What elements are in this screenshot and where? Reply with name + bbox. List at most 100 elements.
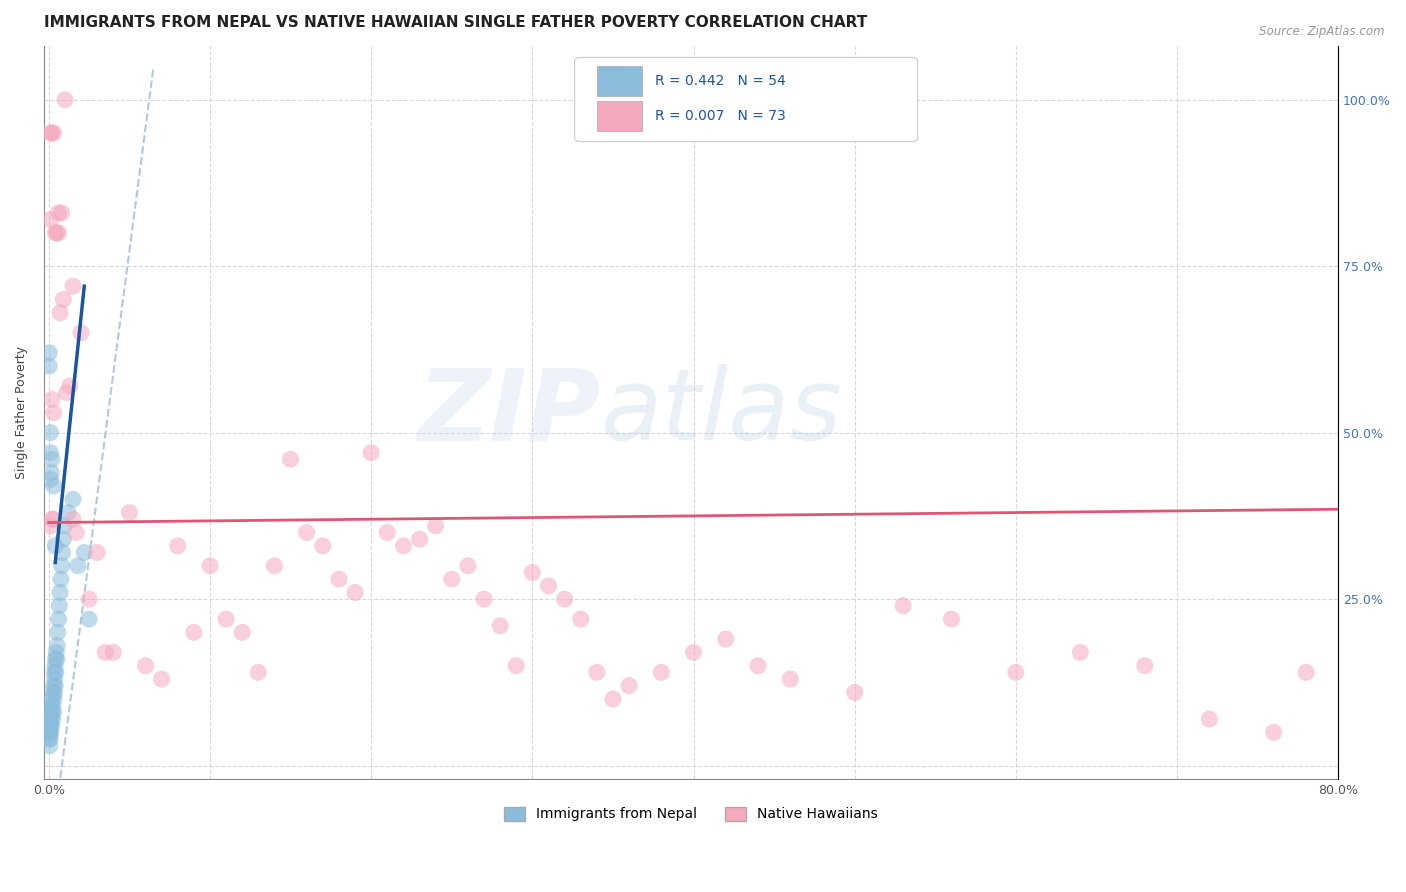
Point: [489, 619, 512, 633]
Point: [375, 525, 398, 540]
Point: [408, 532, 430, 546]
Point: [38, 725, 60, 739]
Point: [55, 385, 77, 400]
Point: [62, 279, 84, 293]
Point: [48, 226, 70, 240]
Point: [472, 592, 495, 607]
Point: [747, 658, 769, 673]
Point: [360, 445, 382, 459]
Point: [45, 652, 67, 666]
Point: [440, 572, 463, 586]
Point: [1133, 658, 1156, 673]
Point: [41, 512, 63, 526]
Point: [44, 665, 66, 680]
Point: [44, 658, 66, 673]
Point: [1005, 665, 1028, 680]
FancyBboxPatch shape: [596, 66, 643, 95]
Text: R = 0.442   N = 54: R = 0.442 N = 54: [655, 74, 786, 88]
Point: [51, 545, 73, 559]
Point: [312, 539, 335, 553]
Point: [344, 585, 367, 599]
Point: [1295, 665, 1317, 680]
Point: [65, 525, 87, 540]
Point: [118, 506, 141, 520]
Point: [38, 712, 60, 726]
Point: [86, 545, 108, 559]
Point: [39, 466, 62, 480]
Text: IMMIGRANTS FROM NEPAL VS NATIVE HAWAIIAN SINGLE FATHER POVERTY CORRELATION CHART: IMMIGRANTS FROM NEPAL VS NATIVE HAWAIIAN…: [44, 15, 868, 30]
Point: [44, 679, 66, 693]
Point: [42, 685, 65, 699]
Legend: Immigrants from Nepal, Native Hawaiians: Immigrants from Nepal, Native Hawaiians: [499, 801, 883, 827]
Point: [39, 519, 62, 533]
Point: [328, 572, 350, 586]
Point: [263, 558, 285, 573]
Point: [505, 658, 527, 673]
Point: [62, 492, 84, 507]
Point: [59, 379, 82, 393]
Text: Source: ZipAtlas.com: Source: ZipAtlas.com: [1260, 25, 1385, 38]
Point: [425, 519, 447, 533]
Point: [44, 672, 66, 686]
Point: [44, 685, 66, 699]
Point: [41, 452, 63, 467]
Point: [215, 612, 238, 626]
Point: [39, 706, 62, 720]
Point: [41, 712, 63, 726]
Point: [585, 665, 607, 680]
Point: [51, 558, 73, 573]
Point: [42, 706, 65, 720]
Point: [41, 706, 63, 720]
Y-axis label: Single Father Poverty: Single Father Poverty: [15, 346, 28, 479]
Point: [49, 585, 72, 599]
Point: [38, 359, 60, 373]
FancyBboxPatch shape: [575, 57, 918, 142]
Point: [522, 566, 544, 580]
Point: [941, 612, 963, 626]
Point: [53, 519, 76, 533]
Point: [41, 126, 63, 140]
Point: [45, 652, 67, 666]
Point: [38, 731, 60, 746]
Point: [42, 406, 65, 420]
Point: [49, 306, 72, 320]
Point: [1198, 712, 1220, 726]
Point: [42, 692, 65, 706]
Point: [39, 731, 62, 746]
Point: [1069, 645, 1091, 659]
Point: [42, 512, 65, 526]
Point: [56, 506, 79, 520]
Point: [44, 539, 66, 553]
Point: [73, 545, 96, 559]
Point: [46, 625, 69, 640]
Point: [62, 512, 84, 526]
Text: atlas: atlas: [600, 364, 842, 461]
Point: [38, 345, 60, 359]
Point: [280, 452, 302, 467]
Point: [39, 725, 62, 739]
Point: [44, 226, 66, 240]
Point: [46, 639, 69, 653]
Point: [891, 599, 914, 613]
Point: [650, 665, 672, 680]
Point: [42, 479, 65, 493]
Point: [39, 718, 62, 732]
Point: [42, 698, 65, 713]
Text: R = 0.007   N = 73: R = 0.007 N = 73: [655, 109, 786, 123]
Point: [39, 425, 62, 440]
Point: [41, 718, 63, 732]
Point: [39, 472, 62, 486]
Point: [779, 672, 801, 686]
Point: [48, 206, 70, 220]
Point: [554, 592, 576, 607]
Point: [42, 126, 65, 140]
Point: [231, 625, 253, 640]
Point: [134, 658, 156, 673]
Point: [569, 612, 592, 626]
Point: [166, 539, 188, 553]
Point: [41, 692, 63, 706]
Point: [617, 679, 640, 693]
Point: [70, 326, 93, 340]
Point: [77, 592, 100, 607]
Point: [38, 739, 60, 753]
